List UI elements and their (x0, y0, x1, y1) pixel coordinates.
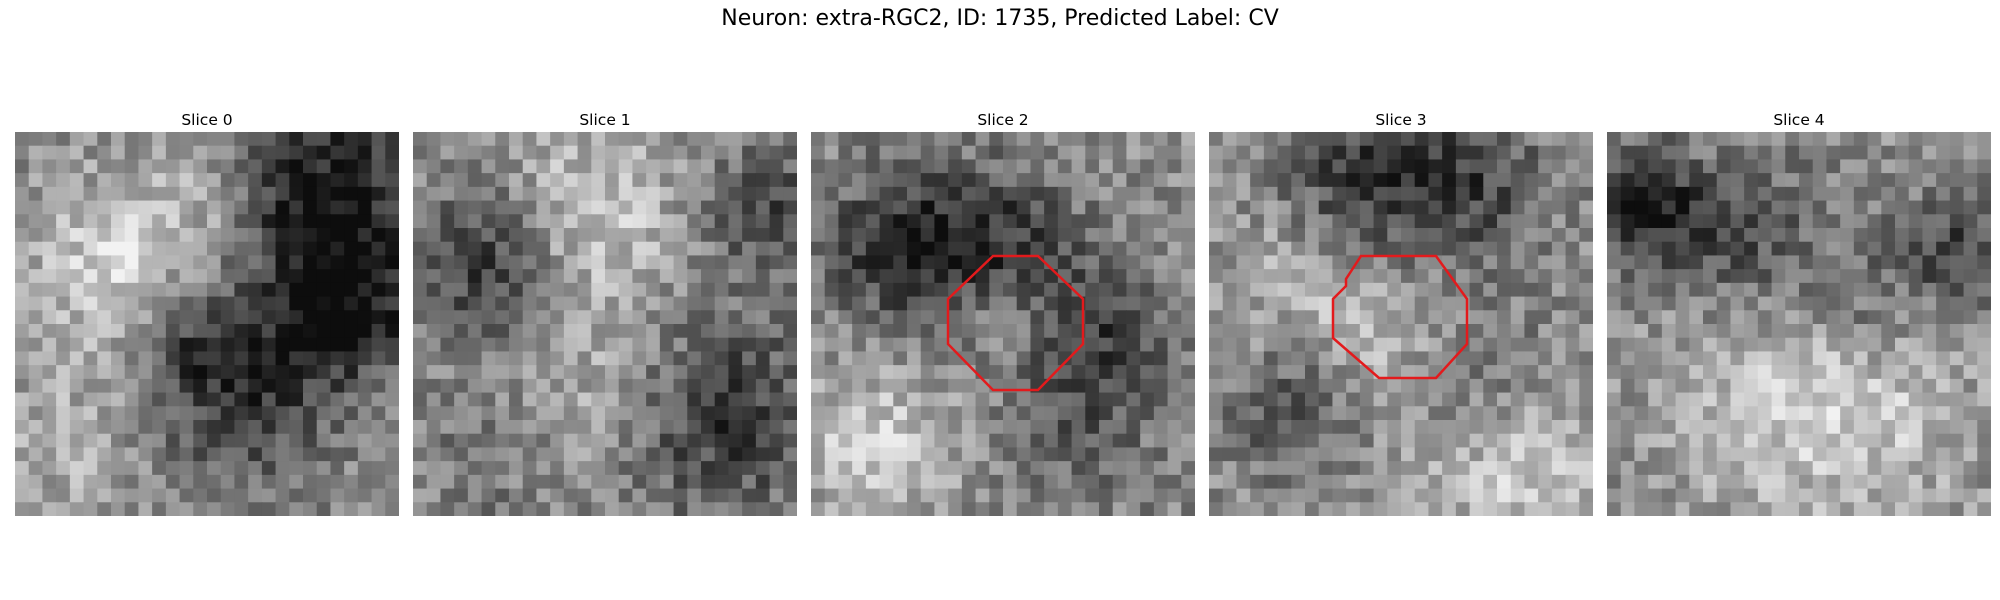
slice-panel-2: Slice 2 (811, 108, 1195, 516)
slice-panel-4: Slice 4 (1607, 108, 1991, 516)
roi-outline (1331, 254, 1469, 380)
slice-title: Slice 3 (1375, 111, 1427, 129)
slice-image (811, 132, 1195, 516)
slice-title: Slice 4 (1773, 111, 1825, 129)
slice-image (15, 132, 399, 516)
figure-title: Neuron: extra-RGC2, ID: 1735, Predicted … (721, 6, 1279, 31)
roi-outline (946, 254, 1085, 392)
slice-panel-0: Slice 0 (15, 108, 399, 516)
slice-panel-1: Slice 1 (413, 108, 797, 516)
slice-title: Slice 1 (579, 111, 631, 129)
slice-panel-3: Slice 3 (1209, 108, 1593, 516)
slice-image (1607, 132, 1991, 516)
slice-title: Slice 0 (181, 111, 233, 129)
slice-image (1209, 132, 1593, 516)
slice-title: Slice 2 (977, 111, 1029, 129)
slice-image (413, 132, 797, 516)
